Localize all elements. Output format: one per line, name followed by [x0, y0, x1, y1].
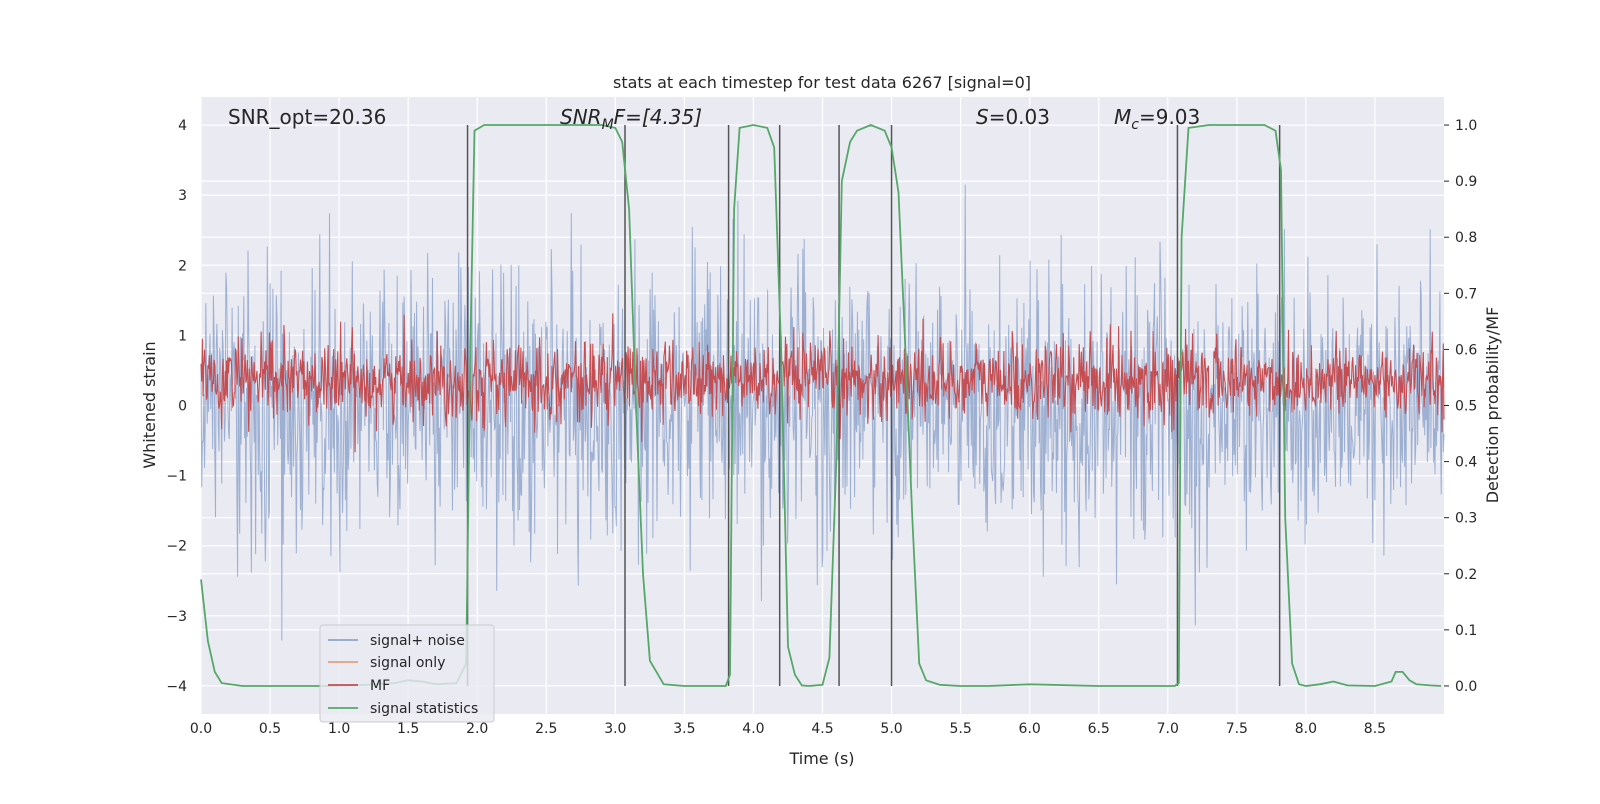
x-tick-label: 5.5 [949, 721, 971, 737]
x-tick-label: 0.0 [190, 721, 212, 737]
y-ticks-right: 0.0 0.1 0.2 0.3 0.4 0.5 0.6 0.7 0.8 0.9 1.0 [1444, 118, 1477, 695]
annotation-snr-mf-sub: M [602, 117, 614, 133]
y-axis-label-left: Whitened strain [140, 341, 159, 468]
x-tick-label: 5.0 [880, 721, 902, 737]
x-tick-label: 8.5 [1364, 721, 1386, 737]
series-signal-statistics [200, 124, 1442, 687]
y-tick-label-left: 0 [178, 399, 187, 415]
x-tick-label: 0.5 [259, 721, 281, 737]
y-tick-label-right: 0.7 [1455, 286, 1477, 302]
y-tick-label-right: 0.5 [1455, 399, 1477, 415]
x-ticks: 0.0 0.5 1.0 1.5 2.0 2.5 3.0 3.5 4.0 4.5 5.0 5.5 6.0 6… [190, 721, 1386, 737]
y-tick-label-left: −4 [166, 679, 187, 695]
y-tick-label-right: 0.1 [1455, 623, 1477, 639]
x-tick-label: 6.0 [1019, 721, 1041, 737]
y-tick-label-left: 3 [178, 188, 187, 204]
series-mf [200, 313, 1445, 453]
legend-label-signal-only: signal only [370, 655, 445, 671]
x-tick-label: 4.0 [742, 721, 764, 737]
x-tick-label: 1.5 [397, 721, 419, 737]
y-ticks-left: −4 −3 −2 −1 0 1 2 3 4 [166, 118, 187, 695]
x-tick-label: 6.5 [1088, 721, 1110, 737]
legend-box [319, 624, 495, 723]
y-tick-label-right: 0.2 [1455, 567, 1477, 583]
annotation-mc-rest: =9.03 [1139, 105, 1200, 129]
plot-area [200, 124, 1445, 687]
x-tick-label: 1.0 [328, 721, 350, 737]
x-tick-label: 8.0 [1295, 721, 1317, 737]
x-tick-label: 3.5 [673, 721, 695, 737]
y-tick-label-right: 0.9 [1455, 174, 1477, 190]
x-tick-label: 4.5 [811, 721, 833, 737]
y-tick-label-left: 1 [178, 328, 187, 344]
annotation-snr-mf-rest: F=[4.35] [614, 105, 702, 129]
y-axis-label-right: Detection probability/MF [1483, 307, 1502, 504]
y-tick-label-left: −3 [166, 609, 187, 625]
annotation-mc-main: M [1114, 105, 1131, 129]
y-tick-label-left: −1 [166, 469, 187, 485]
x-tick-label: 7.0 [1157, 721, 1179, 737]
y-tick-label-right: 0.0 [1455, 679, 1477, 695]
legend: signal+ noise signal only MF signal stat… [319, 624, 495, 723]
y-tick-label-right: 1.0 [1455, 118, 1477, 134]
x-tick-label: 7.5 [1226, 721, 1248, 737]
x-tick-label: 2.5 [535, 721, 557, 737]
series-signal-noise [200, 184, 1445, 641]
x-axis-label: Time (s) [788, 749, 854, 768]
legend-label-signal-statistics: signal statistics [370, 701, 478, 717]
legend-label-signal-noise: signal+ noise [370, 633, 465, 649]
x-tick-label: 3.0 [604, 721, 626, 737]
y-tick-label-right: 0.3 [1455, 511, 1477, 527]
annotation-mc-sub: c [1131, 117, 1139, 133]
annotation-snr-opt: SNR_opt=20.36 [228, 105, 386, 129]
annotation-snr-mf-main: SNR [560, 105, 602, 129]
annotation-mc: Mc=9.03 [1114, 105, 1200, 133]
annotation-snr-mf: SNRMF=[4.35] [560, 105, 702, 133]
y-tick-label-right: 0.8 [1455, 230, 1477, 246]
x-tick-label: 2.0 [466, 721, 488, 737]
annotation-s: S=0.03 [976, 105, 1050, 129]
y-tick-label-left: 4 [178, 118, 187, 134]
legend-label-mf: MF [370, 678, 390, 694]
annotation-s-main: S [976, 105, 989, 129]
y-tick-label-right: 0.6 [1455, 342, 1477, 358]
y-tick-label-left: 2 [178, 258, 187, 274]
chart-title: stats at each timestep for test data 626… [613, 73, 1031, 92]
annotation-s-rest: =0.03 [989, 105, 1050, 129]
y-tick-label-left: −2 [166, 539, 187, 555]
y-tick-label-right: 0.4 [1455, 455, 1477, 471]
